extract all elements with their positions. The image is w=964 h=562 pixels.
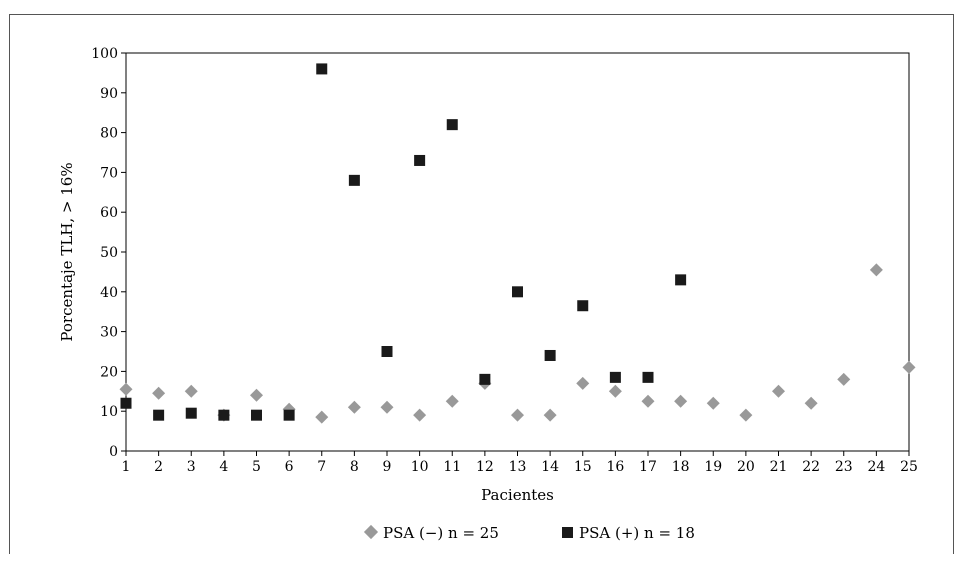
x-tick-label: 5 xyxy=(252,459,261,475)
x-tick-label: 3 xyxy=(187,459,196,475)
x-tick-label: 18 xyxy=(672,459,690,475)
data-point-psa-pos xyxy=(316,63,328,75)
data-point-psa-pos xyxy=(251,409,262,421)
data-point-psa-neg xyxy=(869,263,883,277)
x-tick-label: 7 xyxy=(317,459,326,475)
data-point-psa-neg xyxy=(706,396,720,410)
data-point-psa-neg xyxy=(674,394,688,408)
x-tick-label: 20 xyxy=(737,459,755,475)
data-point-psa-pos xyxy=(675,274,687,286)
x-tick-label: 21 xyxy=(770,459,788,475)
data-point-psa-pos xyxy=(218,409,230,421)
x-tick-label: 23 xyxy=(835,459,853,475)
y-tick-labels: 0 10 20 30 40 50 60 70 80 90 100 xyxy=(91,46,118,460)
data-point-psa-pos xyxy=(153,409,165,421)
y-tick-label: 10 xyxy=(100,404,118,420)
data-point-psa-pos xyxy=(120,397,132,409)
y-tick-label: 30 xyxy=(100,325,118,341)
x-tick-label: 1 xyxy=(122,459,131,475)
x-tick-label: 16 xyxy=(606,459,624,475)
data-point-psa-neg xyxy=(543,408,557,422)
data-point-psa-neg xyxy=(380,400,394,414)
legend-item-psa-neg: PSA (−) n = 25 xyxy=(363,524,499,542)
x-tick-label: 13 xyxy=(509,459,527,475)
data-point-psa-neg xyxy=(445,394,459,408)
legend-label-psa-pos: PSA (+) n = 18 xyxy=(579,524,695,542)
x-tick-label: 14 xyxy=(541,459,559,475)
data-point-psa-pos xyxy=(577,300,589,312)
data-point-psa-neg xyxy=(315,410,329,424)
x-tick-label: 4 xyxy=(219,459,228,475)
data-point-psa-pos xyxy=(348,174,360,186)
data-point-psa-neg xyxy=(347,400,361,414)
y-tick-label: 100 xyxy=(91,46,118,62)
data-point-psa-pos xyxy=(414,154,426,166)
data-point-psa-neg xyxy=(804,396,818,410)
y-axis-label: Porcentaje TLH, > 16% xyxy=(58,162,76,341)
data-point-psa-pos xyxy=(512,286,523,298)
y-tick-label: 20 xyxy=(100,364,118,380)
y-tick-label: 40 xyxy=(100,285,118,301)
data-point-psa-neg xyxy=(608,384,622,398)
x-tick-label: 10 xyxy=(411,459,429,475)
x-tick-label: 8 xyxy=(350,459,359,475)
data-point-psa-neg xyxy=(152,386,166,400)
data-points xyxy=(119,63,916,424)
data-point-psa-pos xyxy=(185,407,197,419)
y-tick-label: 0 xyxy=(109,444,118,460)
data-point-psa-pos xyxy=(642,371,654,383)
x-tick-label: 15 xyxy=(574,459,592,475)
legend-marker-psa-neg xyxy=(363,524,379,540)
x-tick-labels: 1 2 3 4 5 6 7 8 9 10 11 12 13 14 15 16 17 18 19 20 21 22 23 24 2… xyxy=(122,459,918,475)
data-point-psa-neg xyxy=(641,394,655,408)
data-point-psa-neg xyxy=(184,384,198,398)
y-tick-label: 90 xyxy=(100,86,118,102)
data-point-psa-neg xyxy=(902,360,916,374)
x-tick-label: 24 xyxy=(867,459,885,475)
x-tick-label: 17 xyxy=(639,459,657,475)
x-tick-label: 25 xyxy=(900,459,918,475)
x-axis-label: Pacientes xyxy=(481,486,554,504)
data-point-psa-pos xyxy=(283,409,295,421)
data-point-psa-neg xyxy=(772,384,785,398)
data-point-psa-pos xyxy=(446,119,458,131)
y-tick-label: 50 xyxy=(100,245,118,261)
data-point-psa-neg xyxy=(511,408,524,422)
legend-label-psa-neg: PSA (−) n = 25 xyxy=(383,524,499,542)
data-point-psa-neg xyxy=(250,388,263,402)
y-tick-label: 80 xyxy=(100,126,118,142)
data-point-psa-pos xyxy=(479,373,491,385)
plot-area-border xyxy=(125,52,910,452)
chart-frame xyxy=(9,14,954,554)
legend-marker-psa-pos xyxy=(562,527,573,538)
data-point-psa-pos xyxy=(544,349,556,361)
x-tick-label: 12 xyxy=(476,459,494,475)
y-tick-label: 60 xyxy=(100,205,118,221)
data-point-psa-neg xyxy=(739,408,753,422)
data-point-psa-neg xyxy=(413,408,427,422)
axes xyxy=(121,52,910,456)
legend: PSA (−) n = 25 PSA (+) n = 18 xyxy=(363,524,695,542)
x-tick-label: 6 xyxy=(285,459,294,475)
x-tick-label: 22 xyxy=(802,459,820,475)
data-point-psa-pos xyxy=(381,346,393,357)
data-point-psa-neg xyxy=(119,382,133,396)
x-tick-label: 9 xyxy=(383,459,392,475)
x-tick-label: 2 xyxy=(154,459,163,475)
x-tick-label: 19 xyxy=(704,459,722,475)
legend-item-psa-pos: PSA (+) n = 18 xyxy=(562,524,695,542)
data-point-psa-pos xyxy=(609,371,621,383)
x-tick-label: 11 xyxy=(443,459,461,475)
data-point-psa-neg xyxy=(576,376,590,390)
y-tick-label: 70 xyxy=(100,165,118,181)
data-point-psa-neg xyxy=(837,372,851,386)
